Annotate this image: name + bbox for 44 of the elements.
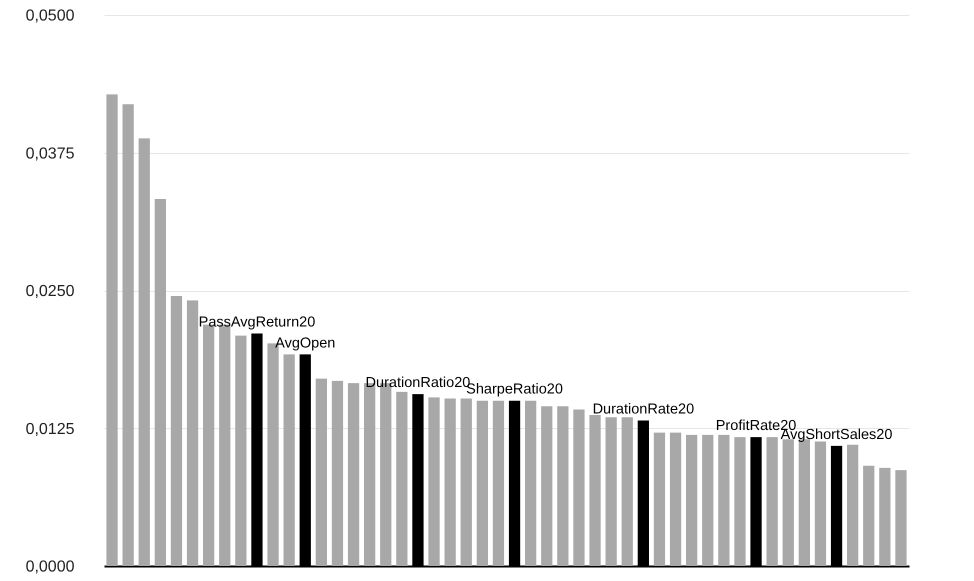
bar [106,94,118,566]
bar [428,397,440,566]
bar [670,432,682,566]
bar [814,441,826,566]
bar [332,380,344,566]
bar [557,406,568,566]
data-label: PassAvgReturn20 [198,314,316,330]
bar [718,434,730,566]
bar [734,437,746,566]
bar [573,410,585,566]
bar [154,199,166,566]
bar [284,354,295,566]
bar [541,406,552,566]
y-tick-label: 0,0125 [26,420,75,438]
bar [460,398,472,566]
bar [235,336,246,566]
bar [122,104,134,566]
bar [396,392,408,566]
bar [622,417,633,566]
data-label: AvgOpen [275,335,336,352]
bar [847,444,858,566]
bar [316,378,327,566]
bar [686,434,698,566]
bar [895,470,907,566]
data-label: DurationRate20 [592,402,694,418]
bar [702,434,714,566]
y-tick-label: 0,0375 [26,145,75,162]
y-tick-label: 0,0000 [26,558,75,576]
bar [863,466,874,566]
y-tick-label: 0,0500 [26,8,75,24]
bar [766,437,778,566]
bar [606,417,617,566]
bar [879,468,890,566]
bar [525,400,536,566]
bar [444,398,456,566]
bar [492,400,504,566]
bar [170,296,182,566]
bar [476,400,488,566]
bar [138,138,150,566]
bar [654,432,666,566]
bar [589,415,601,566]
y-tick-label: 0,0250 [26,283,75,300]
bar [186,300,198,566]
bar [348,383,360,566]
